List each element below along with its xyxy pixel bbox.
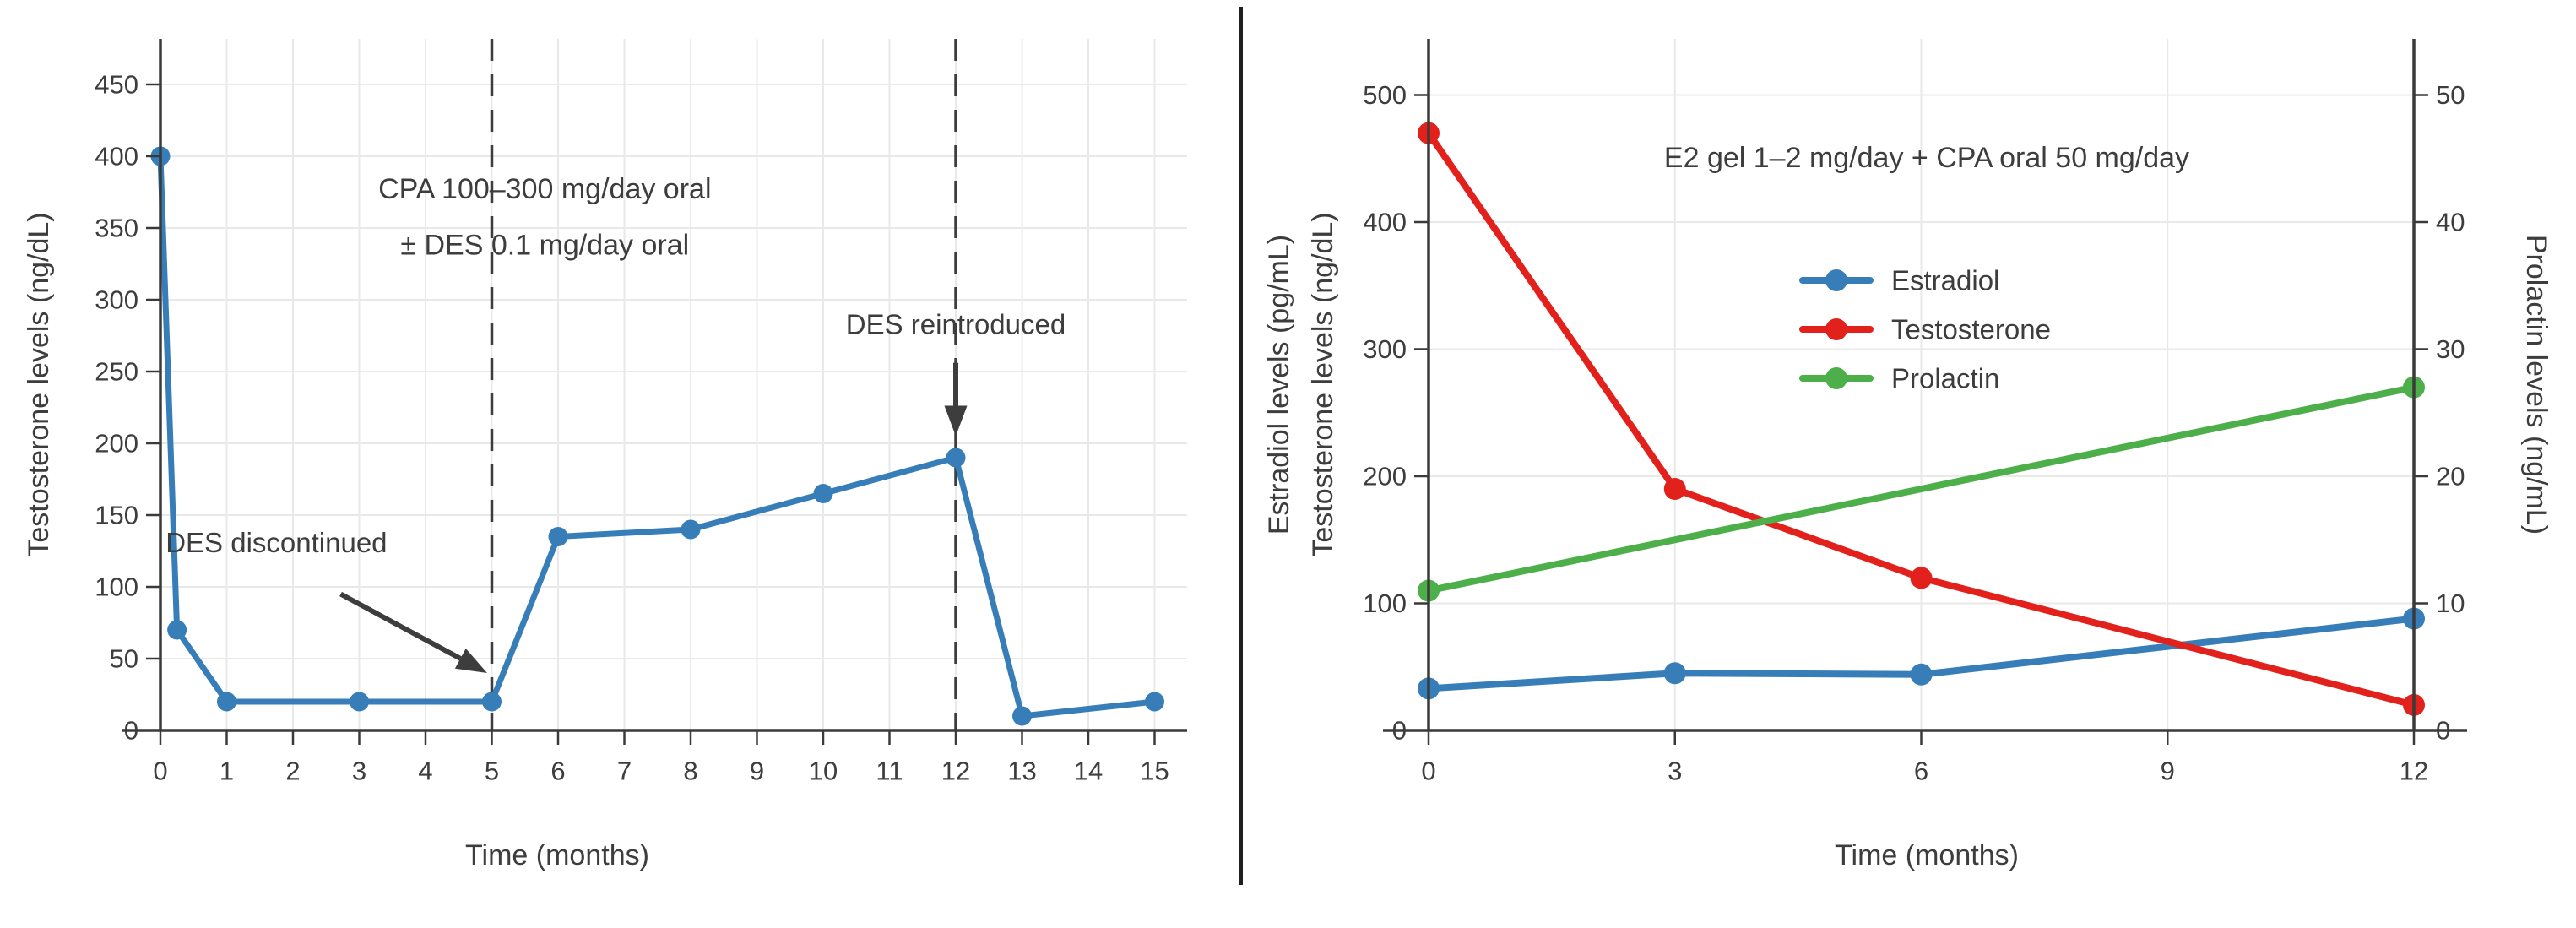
e2-cpa-combination-chart: 0 3 6 9 12 0 100 200 300 400 500 0 10 20 30 40 50 Time (m… xyxy=(1263,39,2552,871)
x-tick-label: 13 xyxy=(1007,757,1036,786)
legend-marker-testosterone xyxy=(1825,318,1847,340)
legend-label-prolactin: Prolactin xyxy=(1891,363,1999,394)
x-axis-label: Time (months) xyxy=(465,839,649,871)
y-tick-label: 400 xyxy=(95,142,138,171)
legend-marker-prolactin xyxy=(1825,367,1847,389)
y-tick-label: 200 xyxy=(95,429,138,459)
x-tick-label: 8 xyxy=(683,757,697,786)
data-point xyxy=(813,484,833,503)
legend-label-estradiol: Estradiol xyxy=(1891,265,1999,296)
y-tick-label: 350 xyxy=(95,214,138,243)
panel-divider-line xyxy=(1239,7,1243,885)
axes-spines xyxy=(1383,39,2467,732)
x-tick-label: 6 xyxy=(550,757,565,786)
x-tick-label: 0 xyxy=(1421,757,1435,786)
y-tick-label: 100 xyxy=(1363,589,1407,618)
data-point xyxy=(1910,663,1933,686)
y-tick-label: 100 xyxy=(95,573,138,602)
tick-labels: 0 1 2 3 4 5 6 7 8 9 10 11 12 13 14 15050100150200250300… xyxy=(95,70,1169,786)
data-point xyxy=(1910,567,1933,589)
right-chart-panel: 0 3 6 9 12 0 100 200 300 400 500 0 10 20 30 40 50 Time (m… xyxy=(1241,0,2576,928)
y-tick-label: 300 xyxy=(95,285,138,315)
y-tick-label: 50 xyxy=(110,644,138,674)
x-tick-label: 1 xyxy=(220,757,234,786)
y-axis-label: Estradiol levels (pg/mL) xyxy=(1263,235,1295,535)
x-tick-label: 12 xyxy=(941,757,970,786)
left-chart-panel: 0 1 2 3 4 5 6 7 8 9 10 11 12 13 14 15 0 50 100 150 200 250 300… xyxy=(0,0,1241,928)
data-point xyxy=(1663,478,1686,501)
x-tick-label: 5 xyxy=(485,757,499,786)
data-point xyxy=(350,692,369,712)
x-tick-label: 7 xyxy=(617,757,632,786)
annotation: ± DES 0.1 mg/day oral xyxy=(400,229,689,261)
y-tick-label: 0 xyxy=(124,716,138,746)
annotation-text: CPA 100–300 mg/day oral xyxy=(378,173,711,205)
y-axis-label: Testosterone levels (ng/dL) xyxy=(23,212,55,556)
y-tick-label: 500 xyxy=(1363,80,1407,110)
y-tick-label: 250 xyxy=(95,357,138,387)
y2-tick-label: 0 xyxy=(2436,716,2450,746)
legend-label-testosterone: Testosterone xyxy=(1891,314,2051,345)
data-point xyxy=(1145,692,1164,712)
data-point xyxy=(946,448,966,468)
y-tick-label: 450 xyxy=(95,70,138,100)
x-tick-label: 11 xyxy=(876,757,903,786)
annotation-text: DES discontinued xyxy=(165,527,387,558)
y-tick-label: 300 xyxy=(1363,334,1407,364)
x-tick-label: 4 xyxy=(418,757,432,786)
data-point xyxy=(167,620,187,640)
axis-labels: Time (months) Testosterone levels (ng/dL) xyxy=(23,212,649,871)
y2-tick-label: 40 xyxy=(2436,208,2465,237)
x-tick-label: 2 xyxy=(285,757,300,786)
tick-labels: 0 3 6 9 12 0 100 200 300 400 500 0 10 20 30 40 50 xyxy=(1363,80,2465,786)
grid xyxy=(160,39,1187,730)
series-testosterone xyxy=(150,146,1164,726)
annotation-text: DES reintroduced xyxy=(846,308,1066,339)
annotation: DES reintroduced xyxy=(846,308,1066,437)
x-tick-label: 6 xyxy=(1914,757,1928,786)
y-tick-label: 0 xyxy=(1392,716,1407,746)
x-tick-label: 14 xyxy=(1074,757,1103,786)
data-point xyxy=(1663,662,1686,685)
y-tick-label: 200 xyxy=(1363,462,1407,491)
legend: Estradiol Testosterone Prolactin xyxy=(1799,265,2051,394)
data-point xyxy=(1012,706,1032,726)
y2-tick-label: 10 xyxy=(2436,589,2465,618)
x-tick-label: 9 xyxy=(750,757,764,786)
y-tick-label: 400 xyxy=(1363,208,1407,237)
x-axis-label: Time (months) xyxy=(1835,839,2019,871)
legend-marker-estradiol xyxy=(1825,269,1847,291)
annotation-text: ± DES 0.1 mg/day oral xyxy=(400,229,689,261)
x-tick-label: 10 xyxy=(809,757,838,786)
data-point xyxy=(217,692,236,712)
y2-tick-label: 50 xyxy=(2436,80,2465,110)
axes-spines xyxy=(122,39,1187,732)
y-axis-label: Testosterone levels (ng/dL) xyxy=(1307,212,1339,556)
annotation: CPA 100–300 mg/day oral xyxy=(378,173,711,205)
x-tick-label: 9 xyxy=(2161,757,2175,786)
testosterone-monotherapy-chart: 0 1 2 3 4 5 6 7 8 9 10 11 12 13 14 15050100150200250300… xyxy=(23,39,1187,871)
data-point xyxy=(681,519,701,540)
data-point xyxy=(548,527,568,546)
y2-tick-label: 30 xyxy=(2436,334,2465,364)
x-tick-label: 3 xyxy=(352,757,366,786)
x-tick-label: 0 xyxy=(153,757,167,786)
y2-tick-label: 20 xyxy=(2436,462,2465,491)
axis-labels: Time (months) Estradiol levels (pg/mL) Tes… xyxy=(1263,212,2552,871)
x-tick-label: 12 xyxy=(2400,757,2428,786)
x-tick-label: 3 xyxy=(1668,757,1682,786)
chart-title: E2 gel 1–2 mg/day + CPA oral 50 mg/day xyxy=(1664,142,2189,174)
x-tick-label: 15 xyxy=(1140,757,1169,786)
y-tick-label: 150 xyxy=(95,501,138,530)
y2-axis-label: Prolactin levels (ng/mL) xyxy=(2520,235,2552,535)
annotation: DES discontinued xyxy=(165,527,488,673)
data-point xyxy=(482,692,502,712)
